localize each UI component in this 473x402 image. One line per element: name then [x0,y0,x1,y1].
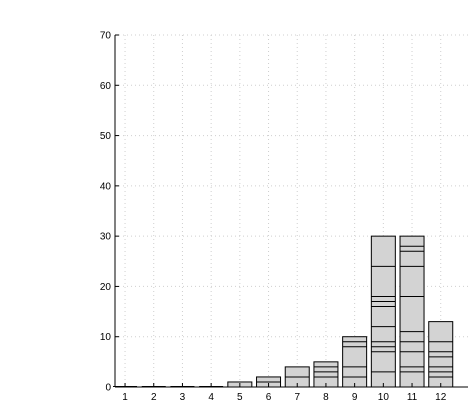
x-tick-label: 4 [208,392,214,402]
bar-10 [370,235,396,388]
x-tick-label: 6 [266,392,272,402]
x-tick-label: 2 [151,392,157,402]
x-tick-label: 11 [407,392,418,402]
x-tick-label: 5 [237,392,243,402]
bar-11 [399,235,425,388]
bar-9 [342,336,368,388]
x-tick-label: 7 [294,392,300,402]
y-tick-label: 40 [100,181,112,192]
x-tick-label: 8 [323,392,329,402]
y-tick-label: 10 [100,332,112,343]
y-tick-label: 0 [105,383,111,394]
y-tick-label: 60 [100,81,112,92]
y-tick-label: 50 [100,131,112,142]
y-tick-label: 30 [100,232,112,243]
x-tick-label: 9 [352,392,358,402]
x-tick-label: 12 [435,392,447,402]
bars [113,235,454,388]
axes [114,34,468,388]
y-tick-label: 20 [100,282,112,293]
x-tick-label: 3 [180,392,186,402]
y-tick-label: 70 [100,31,112,42]
x-tick-label: 1 [122,392,128,402]
grid-lines [115,34,468,387]
x-tick-label: 10 [378,392,390,402]
